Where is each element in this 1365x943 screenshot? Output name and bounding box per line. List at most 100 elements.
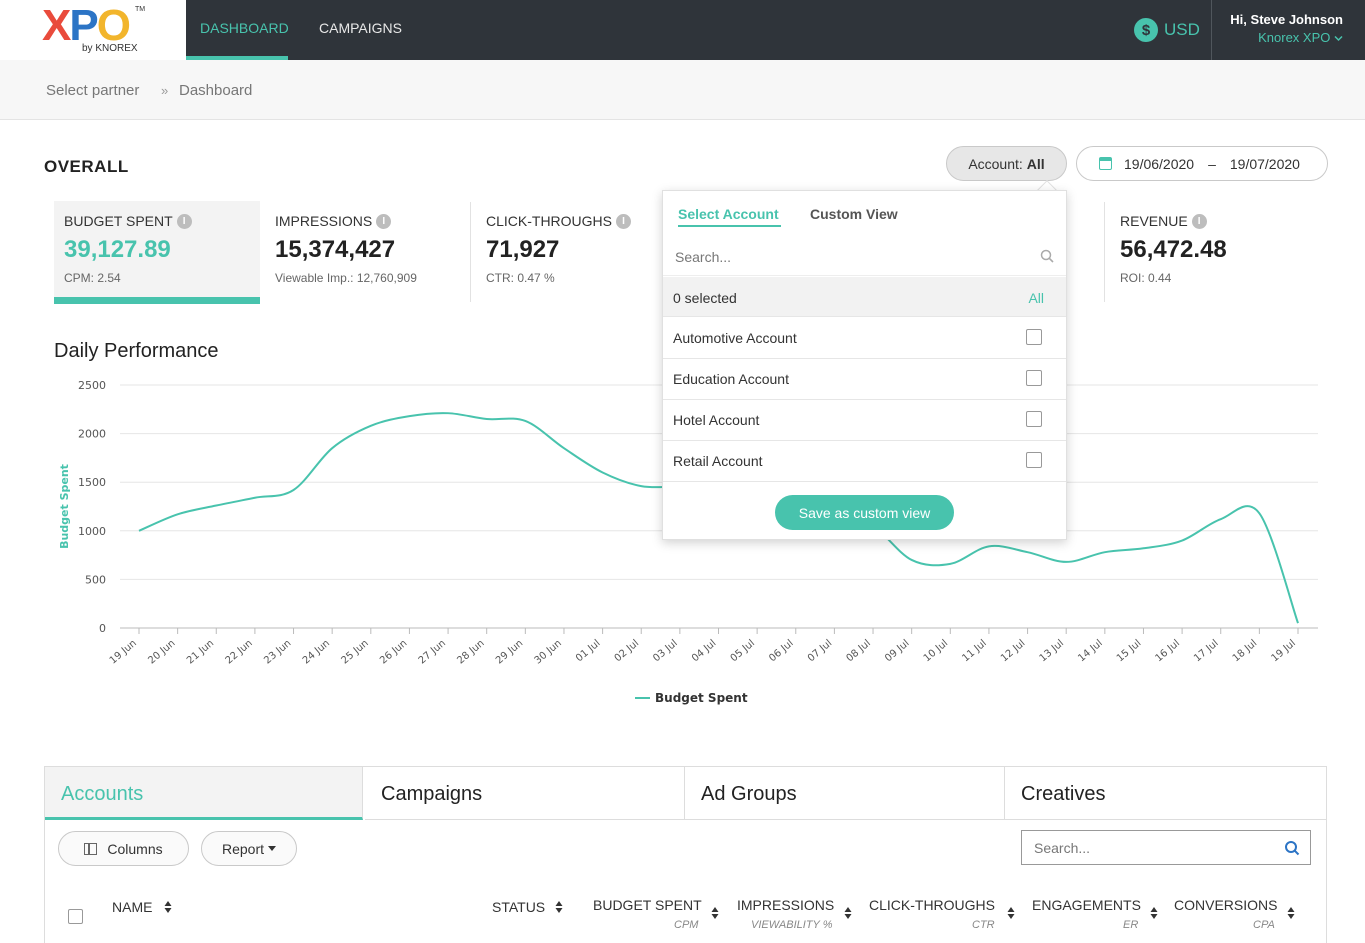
x-tick-label: 05 Jul bbox=[729, 638, 757, 664]
x-tick-label: 27 Jun bbox=[417, 638, 448, 667]
sort-icon[interactable] bbox=[1007, 906, 1015, 920]
x-tick-label: 12 Jul bbox=[999, 638, 1027, 664]
sort-icon[interactable] bbox=[555, 900, 563, 914]
info-icon[interactable]: i bbox=[616, 213, 632, 229]
column-header-conversions[interactable]: CONVERSIONS bbox=[1174, 897, 1278, 913]
date-range-picker[interactable]: 19/06/2020 – 19/07/2020 bbox=[1076, 146, 1328, 181]
kpi-value: 71,927 bbox=[486, 236, 560, 263]
account-checkbox[interactable] bbox=[1026, 452, 1042, 468]
save-custom-view-button[interactable]: Save as custom view bbox=[775, 495, 954, 530]
kpi-click-throughs[interactable]: CLICK-THROUGHS i 71,927 CTR: 0.47 % bbox=[476, 201, 661, 304]
x-tick-label: 29 Jun bbox=[494, 638, 525, 667]
nav-campaigns[interactable]: CAMPAIGNS bbox=[319, 20, 402, 36]
x-tick-label: 03 Jul bbox=[651, 638, 679, 664]
dollar-icon: $ bbox=[1134, 18, 1158, 42]
x-tick-label: 04 Jul bbox=[690, 638, 718, 664]
table-search-placeholder: Search... bbox=[1034, 840, 1091, 856]
info-icon[interactable]: i bbox=[176, 213, 192, 229]
y-tick-label: 1500 bbox=[78, 476, 106, 489]
y-tick-label: 1000 bbox=[78, 525, 106, 538]
organization-switcher[interactable]: Knorex XPO bbox=[1258, 30, 1343, 45]
kpi-value: 56,472.48 bbox=[1120, 236, 1227, 263]
topbar-divider bbox=[1211, 0, 1212, 60]
nav-dashboard[interactable]: DASHBOARD bbox=[200, 20, 289, 36]
date-range-start: 19/06/2020 bbox=[1124, 155, 1195, 172]
logo-tagline: by KNOREX bbox=[82, 43, 138, 54]
page-title: OVERALL bbox=[44, 157, 129, 176]
organization-name: Knorex XPO bbox=[1258, 30, 1331, 45]
list-item[interactable]: Retail Account bbox=[663, 441, 1066, 482]
table-search-input[interactable]: Search... bbox=[1021, 830, 1311, 865]
account-filter-button[interactable]: Account: All bbox=[946, 146, 1067, 181]
logo[interactable]: XPO TM by KNOREX bbox=[0, 0, 186, 60]
list-item-label: Hotel Account bbox=[673, 412, 760, 428]
column-subheader-er: ER bbox=[1123, 919, 1139, 931]
account-search-input[interactable]: Search... bbox=[663, 236, 1066, 276]
account-filter-prefix: Account: bbox=[968, 155, 1023, 172]
date-range-separator: – bbox=[1208, 155, 1216, 172]
tab-accounts[interactable]: Accounts bbox=[45, 767, 363, 820]
report-label: Report bbox=[221, 840, 265, 857]
kpi-sub: CPM: 2.54 bbox=[64, 271, 121, 285]
account-checkbox[interactable] bbox=[1026, 370, 1042, 386]
caret-down-icon bbox=[268, 846, 277, 851]
kpi-label: IMPRESSIONS i bbox=[275, 213, 392, 229]
tab-ad-groups[interactable]: Ad Groups bbox=[685, 767, 1005, 820]
column-header-click-throughs[interactable]: CLICK-THROUGHS bbox=[869, 897, 996, 913]
account-checkbox[interactable] bbox=[1026, 411, 1042, 427]
x-tick-label: 21 Jun bbox=[185, 638, 216, 667]
x-tick-label: 18 Jul bbox=[1231, 638, 1259, 664]
x-tick-label: 07 Jul bbox=[806, 638, 834, 664]
column-header-engagements[interactable]: ENGAGEMENTS bbox=[1032, 897, 1141, 913]
kpi-impressions[interactable]: IMPRESSIONS i 15,374,427 Viewable Imp.: 1… bbox=[265, 201, 465, 304]
x-tick-label: 06 Jul bbox=[767, 638, 795, 664]
tab-custom-view[interactable]: Custom View bbox=[810, 206, 898, 222]
columns-button[interactable]: Columns bbox=[58, 831, 189, 866]
sort-icon[interactable] bbox=[1150, 906, 1158, 920]
sort-icon[interactable] bbox=[844, 906, 852, 920]
kpi-revenue[interactable]: REVENUE i 56,472.48 ROI: 0.44 bbox=[1110, 201, 1310, 304]
selected-count: 0 selected bbox=[673, 290, 737, 306]
sort-icon[interactable] bbox=[1287, 906, 1295, 920]
x-tick-label: 22 Jun bbox=[224, 638, 255, 667]
kpi-divider bbox=[470, 202, 471, 302]
kpi-budget-spent[interactable]: BUDGET SPENT i 39,127.89 CPM: 2.54 bbox=[54, 201, 260, 304]
column-header-name[interactable]: NAME bbox=[112, 899, 153, 915]
tab-label: Campaigns bbox=[381, 783, 483, 805]
column-header-budget-spent[interactable]: BUDGET SPENT bbox=[593, 897, 702, 913]
column-subheader-cpm: CPM bbox=[674, 919, 699, 931]
column-header-status[interactable]: STATUS bbox=[492, 899, 546, 915]
currency-selector[interactable]: $ USD bbox=[1134, 18, 1200, 42]
x-tick-label: 19 Jun bbox=[108, 638, 139, 667]
columns-icon bbox=[84, 842, 98, 855]
x-tick-label: 01 Jul bbox=[574, 638, 602, 664]
tab-select-account[interactable]: Select Account bbox=[678, 206, 779, 222]
calendar-icon bbox=[1099, 157, 1112, 170]
info-icon[interactable]: i bbox=[376, 213, 392, 229]
select-all-rows-checkbox[interactable] bbox=[68, 909, 83, 924]
list-item-label: Education Account bbox=[673, 371, 789, 387]
logo-trademark: TM bbox=[135, 6, 146, 13]
report-button[interactable]: Report bbox=[201, 831, 297, 866]
currency-label: USD bbox=[1164, 20, 1200, 39]
info-icon[interactable]: i bbox=[1191, 213, 1207, 229]
account-checkbox[interactable] bbox=[1026, 329, 1042, 345]
list-item[interactable]: Hotel Account bbox=[663, 400, 1066, 441]
tab-label: Ad Groups bbox=[701, 783, 797, 805]
kpi-value: 39,127.89 bbox=[64, 236, 171, 263]
sort-icon[interactable] bbox=[711, 906, 719, 920]
date-range-end: 19/07/2020 bbox=[1229, 155, 1300, 172]
column-header-impressions[interactable]: IMPRESSIONS bbox=[737, 897, 835, 913]
y-tick-label: 500 bbox=[85, 573, 106, 586]
sort-icon[interactable] bbox=[164, 900, 172, 914]
breadcrumb-select-partner[interactable]: Select partner bbox=[46, 82, 140, 99]
list-item[interactable]: Automotive Account bbox=[663, 318, 1066, 359]
tab-creatives[interactable]: Creatives bbox=[1005, 767, 1326, 820]
tab-campaigns[interactable]: Campaigns bbox=[365, 767, 685, 820]
kpi-sub: Viewable Imp.: 12,760,909 bbox=[275, 271, 417, 285]
x-tick-label: 20 Jun bbox=[146, 638, 177, 667]
x-tick-label: 10 Jul bbox=[922, 638, 950, 664]
account-filter-value: All bbox=[1026, 155, 1045, 172]
select-all-link[interactable]: All bbox=[1028, 290, 1044, 306]
list-item[interactable]: Education Account bbox=[663, 359, 1066, 400]
